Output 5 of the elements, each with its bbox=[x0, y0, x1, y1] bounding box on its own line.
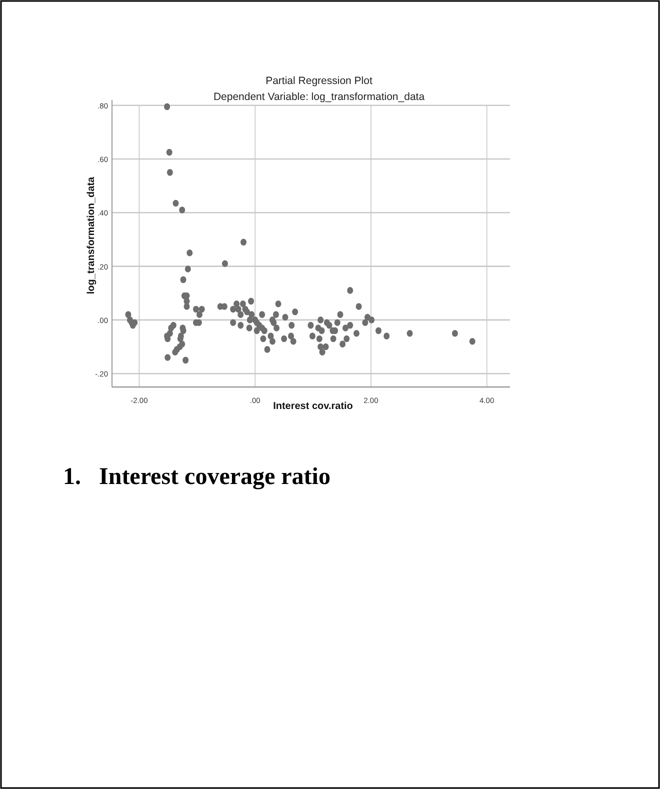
x-axis-title: Interest cov.ratio bbox=[273, 401, 353, 412]
chart-subtitle: Dependent Variable: log_transformation_data bbox=[213, 91, 425, 103]
y-axis-title: log_transformation_data bbox=[86, 176, 97, 294]
chart-title: Partial Regression Plot bbox=[266, 75, 372, 87]
text: 1. Interest coverage ratio bbox=[63, 464, 330, 490]
